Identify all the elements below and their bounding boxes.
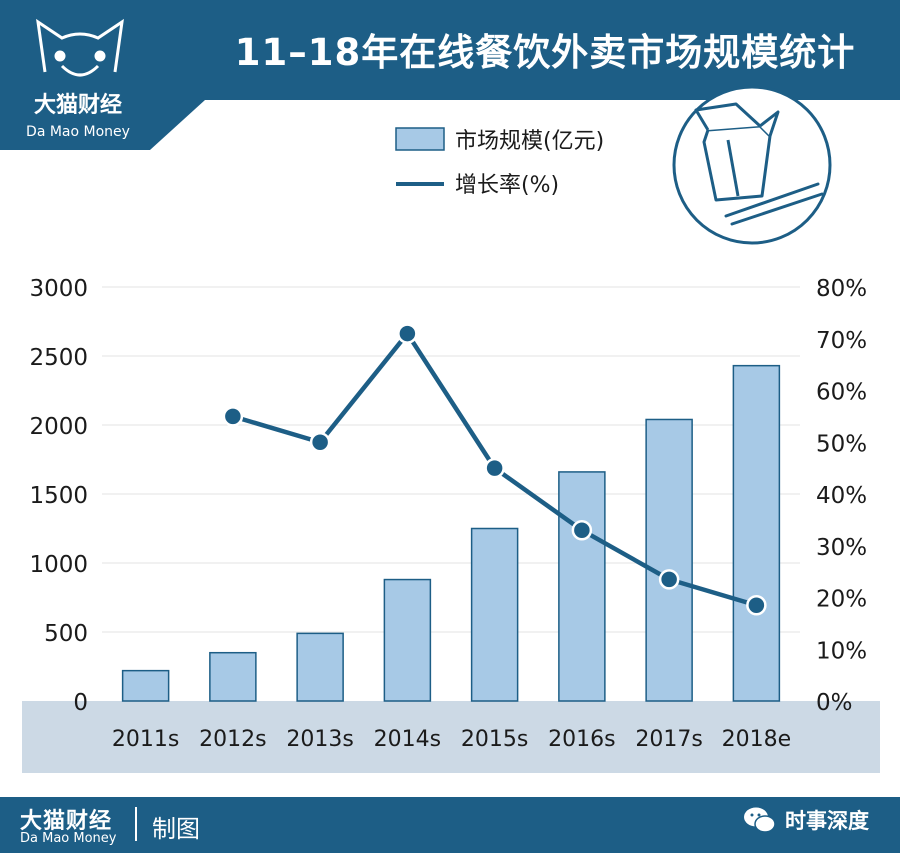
grid — [102, 286, 800, 633]
growth-point — [484, 457, 505, 479]
legend-bar-swatch — [395, 127, 445, 151]
chopsticks-icon — [724, 182, 824, 226]
cat-logo-icon — [36, 18, 124, 77]
y-right-tick-label: 80% — [816, 276, 867, 302]
bar — [296, 632, 344, 702]
footer-credit: 制图 — [152, 815, 200, 843]
y-left-tick-label: 500 — [44, 621, 88, 647]
y-right-tick-label: 50% — [816, 431, 867, 457]
x-tick-label: 2013s — [286, 727, 353, 752]
growth-point — [658, 569, 680, 590]
bar — [645, 418, 693, 702]
y-left-tick-label: 2500 — [29, 345, 88, 371]
x-axis-band — [22, 701, 880, 773]
growth-point — [746, 595, 767, 616]
x-tick-label: 2011s — [112, 727, 179, 752]
y-right-tick-label: 70% — [816, 328, 867, 354]
growth-point — [309, 432, 331, 453]
footer-divider — [135, 807, 137, 841]
x-tick-label: 2017s — [635, 727, 702, 752]
bar — [209, 651, 257, 702]
legend: 市场规模(亿元) 增长率(%) — [395, 127, 604, 198]
x-tick-label: 2015s — [461, 727, 528, 752]
y-right-tick-label: 40% — [816, 483, 867, 509]
y-left-tick-label: 1000 — [29, 552, 88, 578]
bar — [383, 578, 432, 702]
x-tick-label: 2014s — [374, 727, 441, 752]
y-axis-left: 0 500 1000 1500 2000 2500 3000 — [29, 276, 88, 716]
y-left-tick-label: 1500 — [29, 483, 88, 509]
brand-name-en: Da Mao Money — [26, 124, 130, 140]
y-right-tick-label: 60% — [816, 380, 867, 406]
takeout-illustration — [672, 85, 832, 245]
y-right-tick-label: 0% — [816, 690, 853, 716]
y-right-tick-label: 20% — [816, 587, 867, 613]
bar — [732, 364, 781, 702]
footer: 大猫财经 Da Mao Money 制图 时事深度 — [0, 797, 900, 853]
bar — [470, 527, 519, 702]
takeout-box-icon — [694, 102, 780, 202]
brand-name-cn: 大猫财经 — [34, 92, 122, 118]
chart: 市场规模(亿元) 增长率(%) 0 500 1000 1500 2000 2500 3000… — [22, 85, 880, 773]
y-left-tick-label: 3000 — [29, 276, 88, 302]
y-right-tick-label: 30% — [816, 535, 867, 561]
growth-point — [397, 323, 418, 344]
growth-line — [222, 323, 767, 616]
wechat-icon — [744, 807, 776, 833]
footer-brand-en: Da Mao Money — [20, 831, 117, 846]
y-axis-right: 0% 10% 20% 30% 40% 50% 60% 70% 80% — [816, 276, 867, 716]
growth-point — [222, 406, 244, 427]
bar — [121, 669, 170, 702]
growth-point — [571, 519, 593, 541]
footer-source: 时事深度 — [785, 809, 869, 833]
brand-badge: 大猫财经 Da Mao Money — [0, 0, 205, 150]
x-tick-label: 2018e — [722, 727, 792, 752]
footer-brand-cn: 大猫财经 — [20, 809, 113, 834]
bar — [558, 471, 606, 702]
y-right-tick-label: 10% — [816, 638, 867, 664]
y-left-tick-label: 0 — [73, 690, 88, 716]
x-tick-label: 2012s — [199, 727, 266, 752]
chart-title: 11–18年在线餐饮外卖市场规模统计 — [234, 31, 856, 74]
y-left-tick-label: 2000 — [29, 414, 88, 440]
legend-line-label: 增长率(%) — [455, 173, 559, 198]
bars — [121, 364, 781, 702]
x-axis-labels: 2011s 2012s 2013s 2014s 2015s 2016s 2017s 2018e — [112, 727, 791, 752]
x-tick-label: 2016s — [548, 727, 615, 752]
legend-bar-label: 市场规模(亿元) — [455, 129, 604, 154]
